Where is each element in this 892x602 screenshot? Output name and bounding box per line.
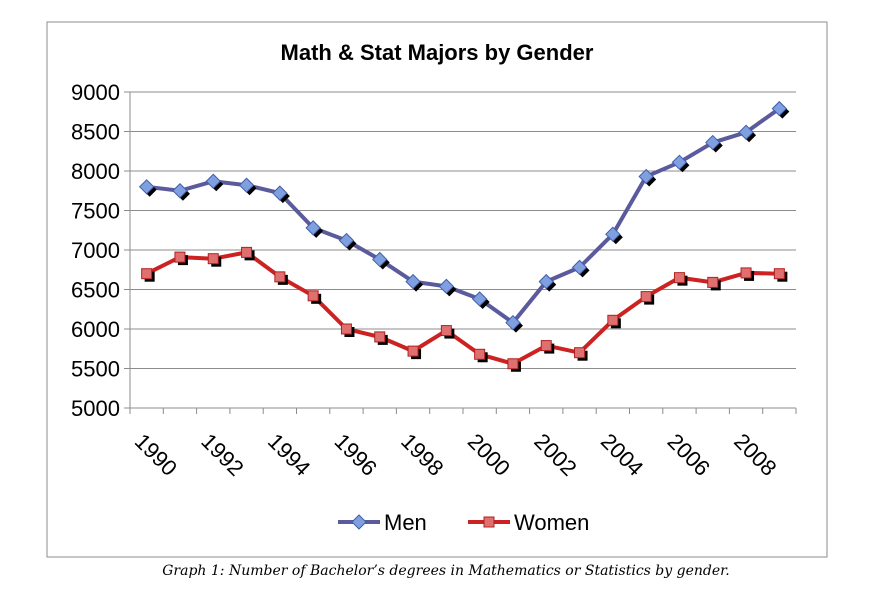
data-point [738,124,757,143]
grid-lines [130,91,796,369]
data-point [507,358,521,372]
y-tick-label: 8500 [71,120,120,145]
data-point [638,168,657,187]
series-group [138,100,790,372]
data-point [707,276,721,291]
legend-marker [483,516,495,528]
legend: Men Women [338,510,589,535]
data-point [540,340,555,354]
data-point [438,278,457,297]
data-point [607,314,621,329]
data-point [640,291,655,305]
legend-marker [351,514,367,530]
data-point [673,272,688,286]
data-point [571,259,590,278]
y-tick-label: 9000 [71,80,120,105]
data-point [372,251,390,270]
data-point [307,290,322,304]
series-men [138,100,790,333]
data-point [174,251,188,266]
legend-label: Men [384,510,427,535]
data-point [374,331,388,345]
data-point [671,154,690,173]
y-tick-label: 5000 [71,396,120,421]
series-women [141,246,788,372]
legend-entry-men: Men [338,510,427,535]
data-point [205,173,224,192]
data-point [474,348,488,363]
data-point [238,177,257,196]
data-point [141,268,155,282]
data-point [138,179,157,197]
data-point [605,226,623,245]
data-point [274,271,288,285]
data-point [471,291,490,309]
figure-caption: Graph 1: Number of Bachelor’s degrees in… [162,563,730,579]
data-point [773,268,788,282]
data-point [340,323,355,337]
data-point [740,267,755,281]
y-axis: 5000 5500 6000 6500 7000 7500 8000 8500 9000 [71,80,131,421]
data-point [705,134,723,153]
data-point [405,273,424,292]
y-tick-label: 7500 [71,199,120,224]
data-point [305,220,324,238]
y-tick-label: 7000 [71,238,120,263]
data-point [574,347,588,361]
legend-label: Women [514,510,589,535]
data-point [505,314,523,333]
y-tick-label: 8000 [71,159,120,184]
y-tick-label: 6000 [71,317,120,342]
data-point [241,246,255,261]
data-point [207,253,222,267]
data-point [407,345,422,360]
y-tick-label: 6500 [71,278,120,303]
data-point [538,273,557,292]
legend-entry-women: Women [468,510,589,535]
data-point [172,183,190,201]
chart-title: Math & Stat Majors by Gender [281,40,594,65]
data-point [338,232,357,251]
data-point [272,185,290,204]
data-point [440,325,455,339]
y-tick-label: 5500 [71,357,120,382]
data-point [771,100,790,119]
